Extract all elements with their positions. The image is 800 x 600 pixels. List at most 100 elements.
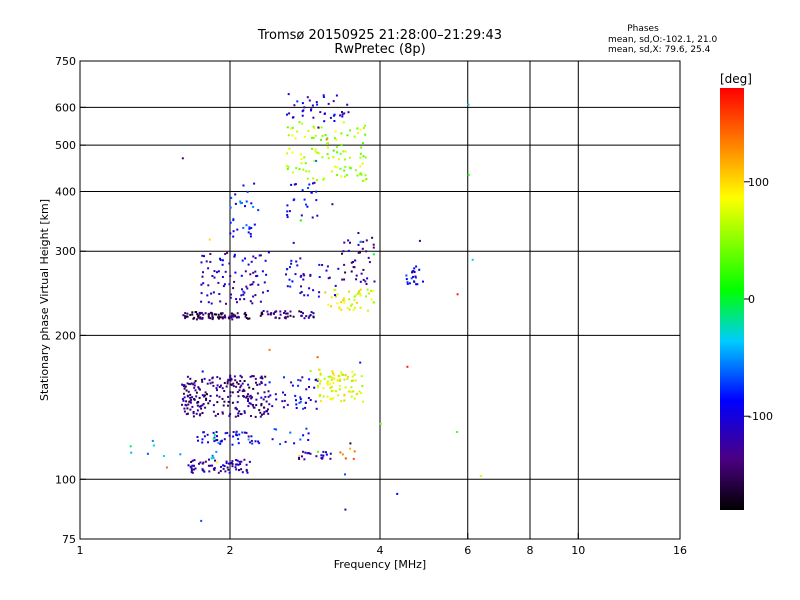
echo-point <box>262 412 265 415</box>
echo-point <box>310 311 313 314</box>
echo-point <box>229 275 232 277</box>
echo-point <box>316 214 319 217</box>
echo-point <box>231 465 234 468</box>
colorbar-tick-label: 100 <box>748 176 769 189</box>
echo-point <box>342 150 345 153</box>
echo-point <box>223 283 226 286</box>
echo-point <box>201 370 204 373</box>
echo-point <box>191 405 194 408</box>
echo-point <box>343 241 346 244</box>
echo-point <box>323 377 326 380</box>
echo-point <box>349 442 352 445</box>
echo-point <box>299 398 302 400</box>
echo-point <box>241 382 244 385</box>
echo-point <box>251 375 254 378</box>
echo-point <box>186 315 189 318</box>
echo-point <box>304 451 307 454</box>
echo-point <box>405 274 408 277</box>
echo-point <box>308 378 311 381</box>
echo-point <box>356 127 359 130</box>
echo-point <box>334 294 336 297</box>
x-tick-label: 8 <box>527 544 534 557</box>
echo-point <box>344 386 347 389</box>
echo-point <box>219 259 222 261</box>
echo-point <box>352 390 355 393</box>
echo-point <box>320 139 322 141</box>
echo-point <box>190 398 193 401</box>
echo-point <box>346 103 349 106</box>
scatter-points <box>129 93 482 522</box>
echo-point <box>237 463 240 466</box>
echo-point <box>211 464 213 467</box>
echo-point <box>242 293 245 296</box>
echo-point <box>231 460 234 463</box>
echo-point <box>224 316 227 319</box>
echo-point <box>225 302 227 305</box>
echo-point <box>201 412 204 414</box>
echo-point <box>223 390 226 392</box>
echo-point <box>209 395 212 397</box>
echo-point <box>275 310 278 313</box>
echo-point <box>227 400 230 403</box>
echo-point <box>241 471 244 474</box>
echo-point <box>289 431 292 434</box>
echo-point <box>289 314 292 317</box>
echo-point <box>317 384 320 387</box>
echo-point <box>186 395 189 398</box>
echo-point <box>285 164 288 167</box>
echo-point <box>231 401 234 404</box>
echo-point <box>294 273 297 276</box>
echo-point <box>467 103 470 106</box>
echo-point <box>242 388 245 391</box>
echo-point <box>327 375 330 378</box>
echo-point <box>344 271 347 274</box>
echo-point <box>318 395 321 398</box>
echo-point <box>295 260 298 263</box>
echo-point <box>339 378 341 381</box>
echo-point <box>263 281 266 284</box>
echo-point <box>312 136 315 139</box>
echo-point <box>205 397 208 400</box>
echo-point <box>220 440 223 443</box>
echo-point <box>309 314 312 317</box>
echo-point <box>321 135 324 137</box>
echo-point <box>360 272 363 275</box>
echo-point <box>351 375 354 378</box>
echo-point <box>183 396 186 399</box>
echo-point <box>254 257 257 260</box>
echo-point <box>217 471 220 474</box>
echo-point <box>352 261 354 263</box>
echo-point <box>208 238 211 241</box>
echo-point <box>313 159 316 162</box>
echo-point <box>323 120 326 123</box>
echo-point <box>291 126 294 129</box>
echo-point <box>232 385 235 388</box>
echo-point <box>263 411 266 414</box>
echo-point <box>227 404 229 407</box>
echo-point <box>251 442 254 445</box>
echo-point <box>206 433 209 436</box>
echo-point <box>246 471 249 474</box>
echo-point <box>258 442 261 445</box>
echo-point <box>199 388 201 391</box>
echo-point <box>230 196 233 199</box>
echo-point <box>210 292 213 295</box>
echo-point <box>292 241 295 244</box>
echo-point <box>229 316 232 319</box>
echo-point <box>187 403 190 406</box>
echo-point <box>186 382 189 385</box>
echo-point <box>285 312 288 315</box>
echo-point <box>221 316 224 319</box>
echo-point <box>290 183 293 186</box>
echo-point <box>315 179 318 182</box>
echo-point <box>270 312 273 315</box>
echo-point <box>233 280 236 283</box>
echo-point <box>231 443 234 446</box>
echo-point <box>307 452 310 455</box>
echo-point <box>203 435 206 438</box>
echo-point <box>353 295 356 298</box>
echo-point <box>316 356 319 359</box>
echo-point <box>186 412 189 415</box>
echo-point <box>227 316 230 319</box>
echo-point <box>190 466 193 469</box>
